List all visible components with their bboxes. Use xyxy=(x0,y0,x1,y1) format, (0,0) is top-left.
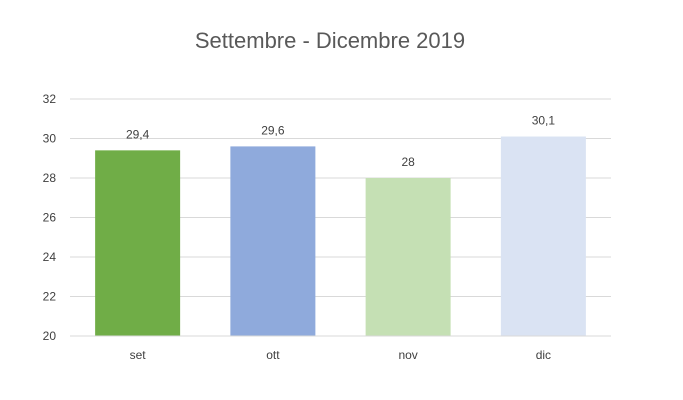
y-tick-label-32: 32 xyxy=(43,92,57,106)
data-label-set: 29,4 xyxy=(126,127,150,141)
y-tick-label-30: 30 xyxy=(43,132,57,146)
data-label-nov: 28 xyxy=(401,155,415,169)
y-tick-label-26: 26 xyxy=(43,211,57,225)
y-tick-label-24: 24 xyxy=(43,250,57,264)
x-tick-label-ott: ott xyxy=(266,348,280,362)
y-tick-label-20: 20 xyxy=(43,329,57,343)
x-tick-label-dic: dic xyxy=(536,348,551,362)
chart-title: Settembre - Dicembre 2019 xyxy=(194,28,466,53)
data-label-ott: 29,6 xyxy=(261,123,285,137)
y-tick-label-28: 28 xyxy=(43,171,57,185)
y-tick-label-22: 22 xyxy=(43,290,57,304)
bar-set xyxy=(95,150,181,336)
bar-dic xyxy=(500,136,586,336)
x-tick-label-set: set xyxy=(130,348,147,362)
bar-nov xyxy=(365,178,451,336)
bar-ott xyxy=(230,146,316,336)
x-tick-label-nov: nov xyxy=(398,348,417,362)
data-label-dic: 30,1 xyxy=(532,114,556,128)
